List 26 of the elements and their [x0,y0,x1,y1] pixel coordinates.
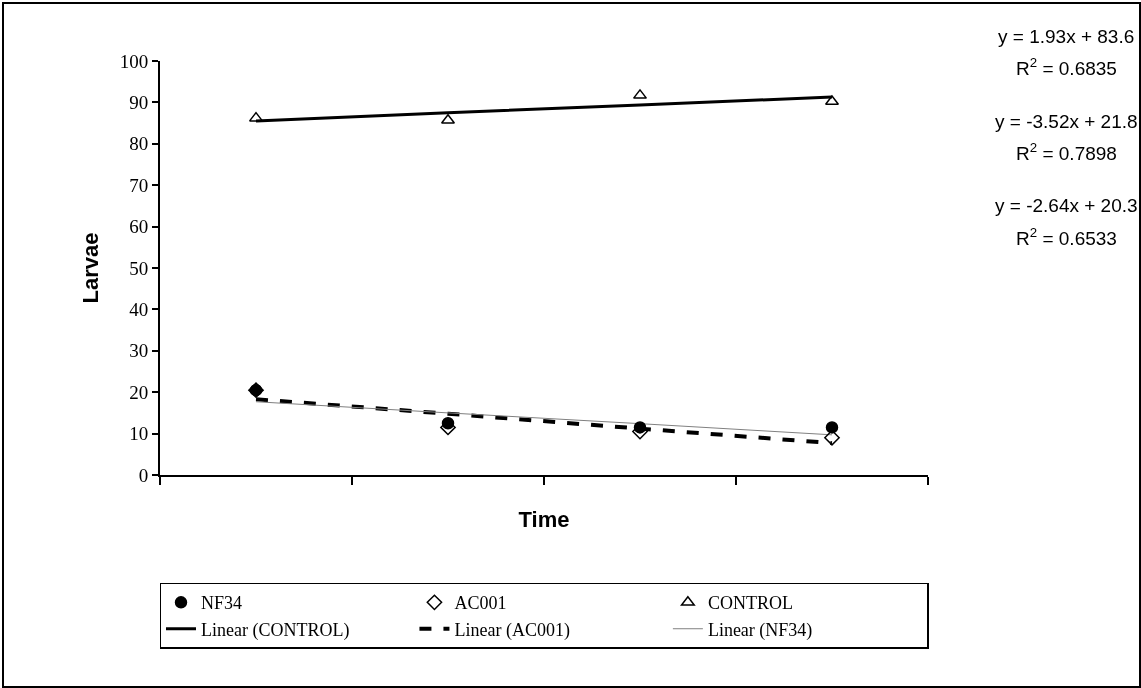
point [825,421,839,434]
x-axis-title: Time [518,506,570,532]
legend-label: CONTROL [707,593,793,614]
y-tick-label: 10 [129,423,149,445]
y-tick-label: 50 [129,257,149,279]
legend-label: AC001 [454,593,507,614]
text: y = 1.93x + 83.6 [998,26,1135,47]
text: y = -3.52x + 21.8 [995,111,1138,132]
y-tick-label: 100 [119,50,149,72]
text: y = -2.64x + 20.3 [995,195,1138,216]
y-tick-label: 40 [129,299,149,321]
legend-label: Linear (AC001) [454,619,570,641]
legend-label: Linear (CONTROL) [201,619,350,641]
text: R$^{2}$ = 0.6835 [1016,55,1117,79]
y-tick-label: 90 [129,92,149,114]
y-tick-label: 20 [129,381,149,403]
y-tick-label: 80 [129,133,149,155]
y-axis-title: Larvae [78,232,103,304]
y-tick-label: 60 [129,216,149,238]
legend-label: NF34 [201,593,243,614]
text: R$^{2}$ = 0.7898 [1016,140,1117,164]
y-tick-label: 0 [138,464,149,486]
y-tick-label: 30 [129,340,149,362]
text: R$^{2}$ = 0.6533 [1016,225,1117,249]
y-tick-label: 70 [129,174,149,196]
legend-label: Linear (NF34) [707,619,813,641]
